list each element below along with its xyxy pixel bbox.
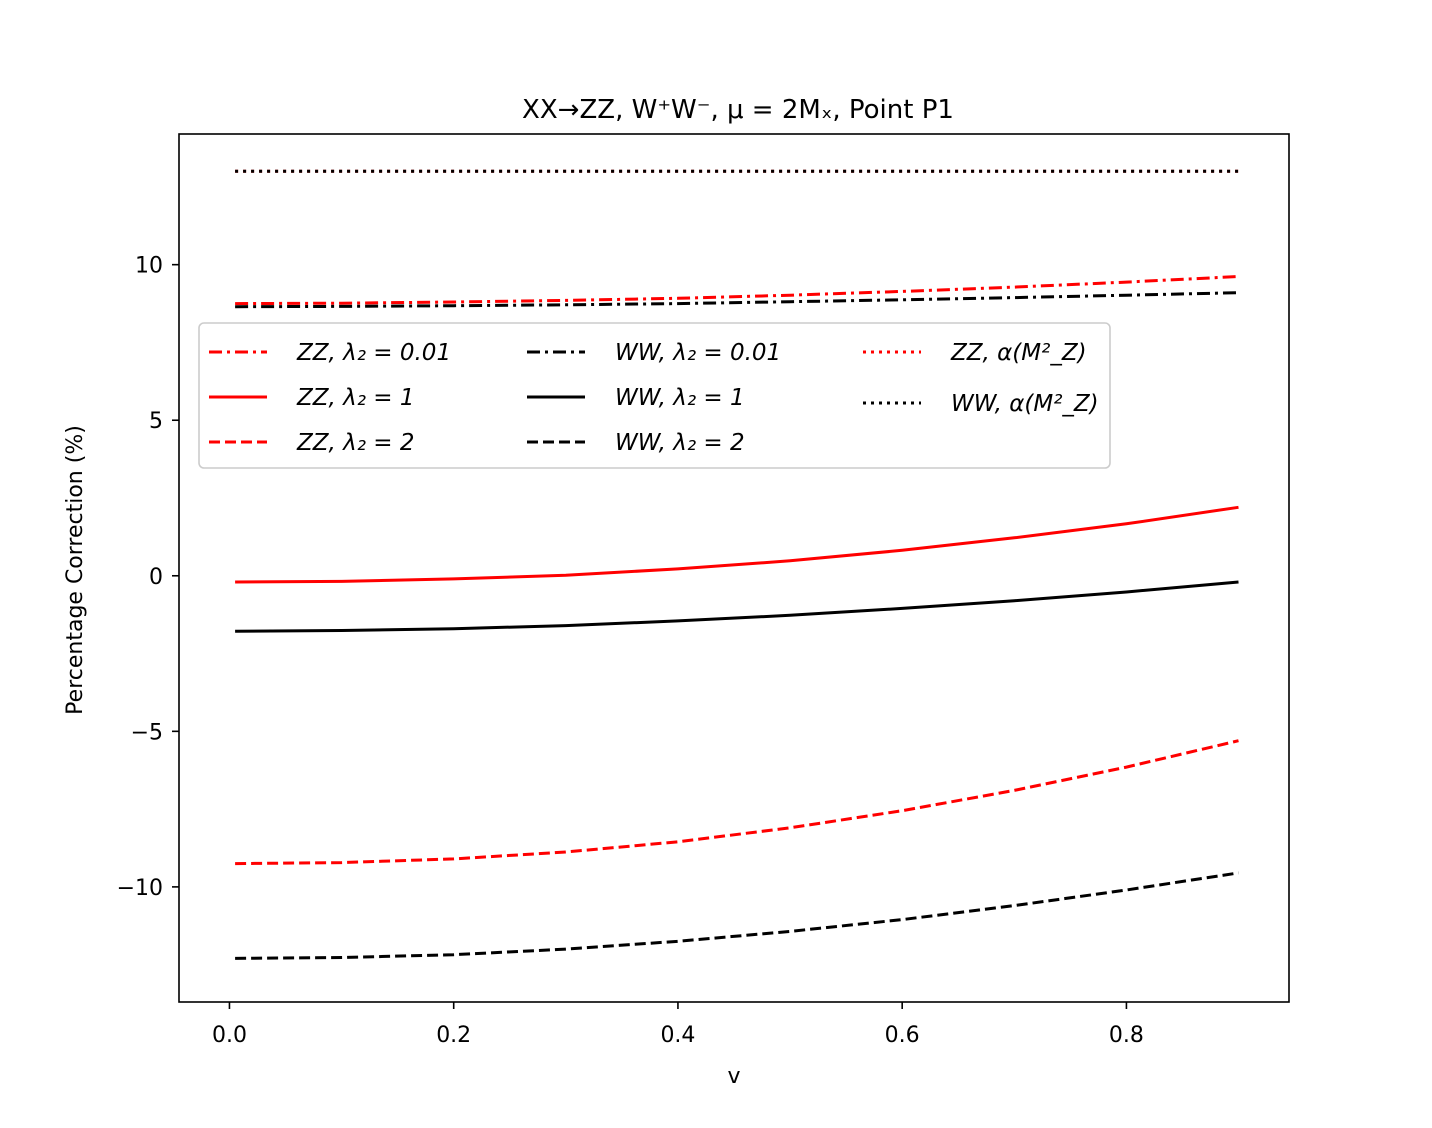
legend-label-5: WW, λ₂ = 1 xyxy=(615,385,745,411)
chart-title: XX→ZZ, W⁺W⁻, μ = 2Mₓ, Point P1 xyxy=(522,95,954,125)
y-tick-label: −5 xyxy=(131,720,163,745)
plot-frame xyxy=(178,133,1290,1003)
legend-label-4: WW, λ₂ = 0.01 xyxy=(615,340,781,366)
legend-label-8: WW, α(M²_Z) xyxy=(951,391,1099,417)
series-line-4 xyxy=(235,291,1239,309)
legend-label-7: ZZ, α(M²_Z) xyxy=(950,340,1087,366)
legend: ZZ, λ₂ = 0.01 ZZ, λ₂ = 1 ZZ, λ₂ = 2 WW, λ₂ … xyxy=(198,322,1111,469)
legend-label-3: ZZ, λ₂ = 2 xyxy=(296,430,415,456)
plot-lines xyxy=(235,169,1239,960)
legend-label-1: ZZ, λ₂ = 0.01 xyxy=(296,340,451,366)
y-tick-label: −10 xyxy=(117,876,163,901)
y-tick-label: 5 xyxy=(149,409,163,434)
series-line-6 xyxy=(235,871,1239,960)
series-line-1 xyxy=(235,275,1239,306)
x-tick-label: 0.6 xyxy=(885,1023,920,1048)
y-tick-label: 0 xyxy=(149,565,163,590)
x-axis: 0.0 0.2 0.4 0.6 0.8 xyxy=(212,1002,1144,1048)
y-tick-label: 10 xyxy=(135,254,163,279)
legend-label-2: ZZ, λ₂ = 1 xyxy=(296,385,415,411)
x-tick-label: 0.8 xyxy=(1109,1023,1144,1048)
legend-box xyxy=(198,322,1111,469)
series-line-2 xyxy=(235,505,1239,584)
series-line-5 xyxy=(235,580,1239,633)
x-axis-label: v xyxy=(727,1064,740,1089)
legend-label-6: WW, λ₂ = 2 xyxy=(615,430,745,456)
y-axis: −10 −5 0 5 10 xyxy=(117,254,179,901)
x-tick-label: 0.4 xyxy=(660,1023,695,1048)
x-tick-label: 0.0 xyxy=(212,1023,247,1048)
y-axis-label: Percentage Correction (%) xyxy=(63,425,88,715)
x-tick-label: 0.2 xyxy=(436,1023,471,1048)
series-line-3 xyxy=(235,739,1239,866)
